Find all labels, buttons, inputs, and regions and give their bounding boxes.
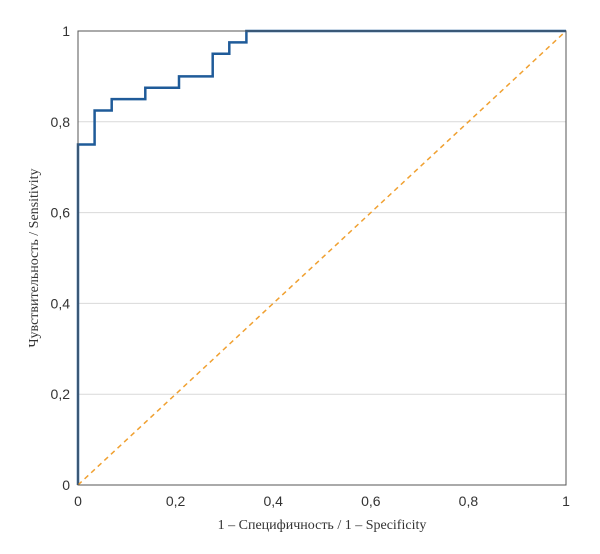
series-layer xyxy=(76,29,567,486)
x-tick-label: 0,2 xyxy=(166,493,186,509)
y-tick-label: 0,2 xyxy=(51,386,71,402)
plot-frame xyxy=(77,30,567,486)
reference-diagonal-line xyxy=(77,30,567,486)
y-tick-labels: 0 0,2 0,4 0,6 0,8 1 xyxy=(51,23,71,493)
gridlines xyxy=(78,121,566,395)
y-tick-label: 0 xyxy=(62,477,70,493)
y-tick-label: 0,4 xyxy=(51,295,71,311)
y-axis-title: Чувствительность / Sensitivity xyxy=(27,168,42,347)
x-axis-title: 1 – Специфичность / 1 – Specificity xyxy=(218,518,427,533)
x-tick-label: 1 xyxy=(562,493,570,509)
y-tick-label: 1 xyxy=(62,23,70,39)
x-tick-labels: 0 0,2 0,4 0,6 0,8 1 xyxy=(74,493,570,509)
x-tick-label: 0,4 xyxy=(263,493,283,509)
roc-curve-line xyxy=(76,29,566,485)
y-tick-label: 0,8 xyxy=(51,114,71,130)
x-tick-label: 0 xyxy=(74,493,82,509)
y-tick-label: 0,6 xyxy=(51,205,71,221)
x-tick-label: 0,8 xyxy=(459,493,479,509)
x-tick-label: 0,6 xyxy=(361,493,381,509)
